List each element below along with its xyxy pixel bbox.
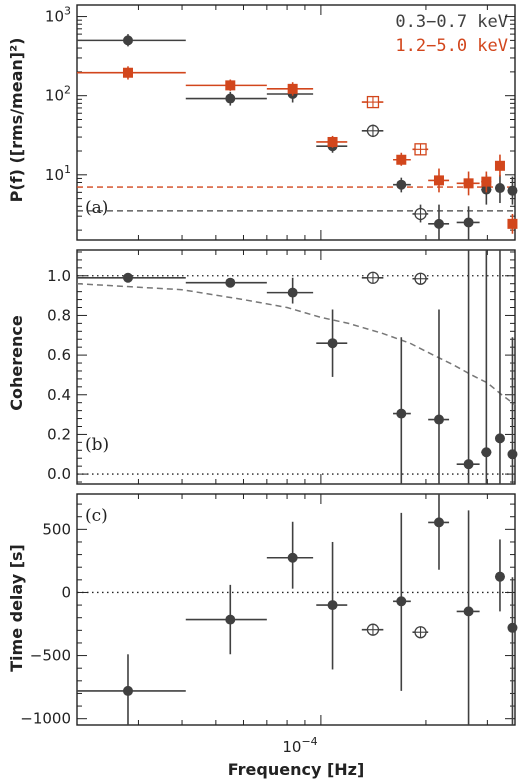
y-tick-label: 1.0 bbox=[47, 267, 71, 285]
panel-a-tag: (a) bbox=[85, 198, 108, 218]
panel-a-ylabel: P(f) ([rms/mean]²) bbox=[7, 38, 26, 203]
y-tick-label: 101 bbox=[45, 163, 71, 184]
data-point bbox=[494, 433, 505, 444]
data-point bbox=[507, 185, 518, 196]
data-point bbox=[463, 459, 474, 470]
data-point bbox=[433, 414, 444, 425]
y-tick-label: 102 bbox=[45, 84, 71, 105]
model-curve bbox=[76, 282, 516, 406]
data-point bbox=[122, 67, 133, 78]
data-point bbox=[287, 552, 298, 563]
legend-item-soft: 0.3−0.7 keV bbox=[395, 12, 508, 32]
data-point bbox=[225, 277, 236, 288]
data-point bbox=[433, 517, 444, 528]
y-tick-label: 0.0 bbox=[47, 465, 71, 483]
data-point bbox=[287, 83, 298, 94]
data-point bbox=[463, 178, 474, 189]
y-tick-label: 0.2 bbox=[47, 425, 71, 443]
panel-b-frame bbox=[76, 249, 516, 485]
y-tick-label: 0.6 bbox=[47, 346, 71, 364]
y-tick-label: 0.4 bbox=[47, 386, 71, 404]
legend-item-hard: 1.2−5.0 keV bbox=[395, 36, 508, 56]
y-tick-label: 0 bbox=[61, 583, 71, 601]
data-point bbox=[225, 93, 236, 104]
data-point bbox=[396, 154, 407, 165]
data-point bbox=[225, 614, 236, 625]
panel-c: −1000 −500 0 500 bbox=[20, 493, 518, 728]
data-point bbox=[327, 338, 338, 349]
y-tick-label: 103 bbox=[45, 5, 71, 26]
panel-a-frame bbox=[76, 4, 516, 241]
data-point bbox=[396, 596, 407, 607]
panel-a: 101 102 103 bbox=[45, 4, 518, 241]
data-point bbox=[396, 179, 407, 190]
data-point bbox=[396, 408, 407, 419]
panel-b-ylabel: Coherence bbox=[7, 315, 26, 411]
data-point bbox=[433, 218, 444, 229]
panel-b: 0.0 0.2 0.4 0.6 0.8 1.0 bbox=[47, 249, 518, 485]
panel-c-tag: (c) bbox=[85, 506, 108, 526]
data-point bbox=[463, 217, 474, 228]
data-point bbox=[481, 176, 492, 187]
y-tick-label: −500 bbox=[30, 647, 71, 665]
data-point bbox=[507, 622, 518, 633]
data-point bbox=[507, 449, 518, 460]
data-point bbox=[463, 606, 474, 617]
data-point bbox=[122, 35, 133, 46]
y-tick-label: 0.8 bbox=[47, 306, 71, 324]
data-point bbox=[433, 175, 444, 186]
data-point bbox=[327, 136, 338, 147]
data-point bbox=[122, 272, 133, 283]
y-tick-label: −1000 bbox=[20, 710, 71, 728]
data-point bbox=[287, 287, 298, 298]
data-point bbox=[494, 571, 505, 582]
panel-b-tag: (b) bbox=[85, 435, 109, 455]
panel-c-frame bbox=[76, 493, 516, 726]
data-point bbox=[494, 160, 505, 171]
data-point bbox=[327, 600, 338, 611]
data-point bbox=[507, 218, 518, 229]
data-point bbox=[225, 80, 236, 91]
data-point bbox=[481, 447, 492, 458]
data-point bbox=[494, 183, 505, 194]
x-tick-label: 10−4 bbox=[282, 735, 317, 756]
data-point bbox=[122, 685, 133, 696]
x-axis-title: Frequency [Hz] bbox=[228, 760, 365, 779]
y-tick-label: 500 bbox=[42, 520, 71, 538]
panel-c-ylabel: Time delay [s] bbox=[7, 544, 26, 672]
